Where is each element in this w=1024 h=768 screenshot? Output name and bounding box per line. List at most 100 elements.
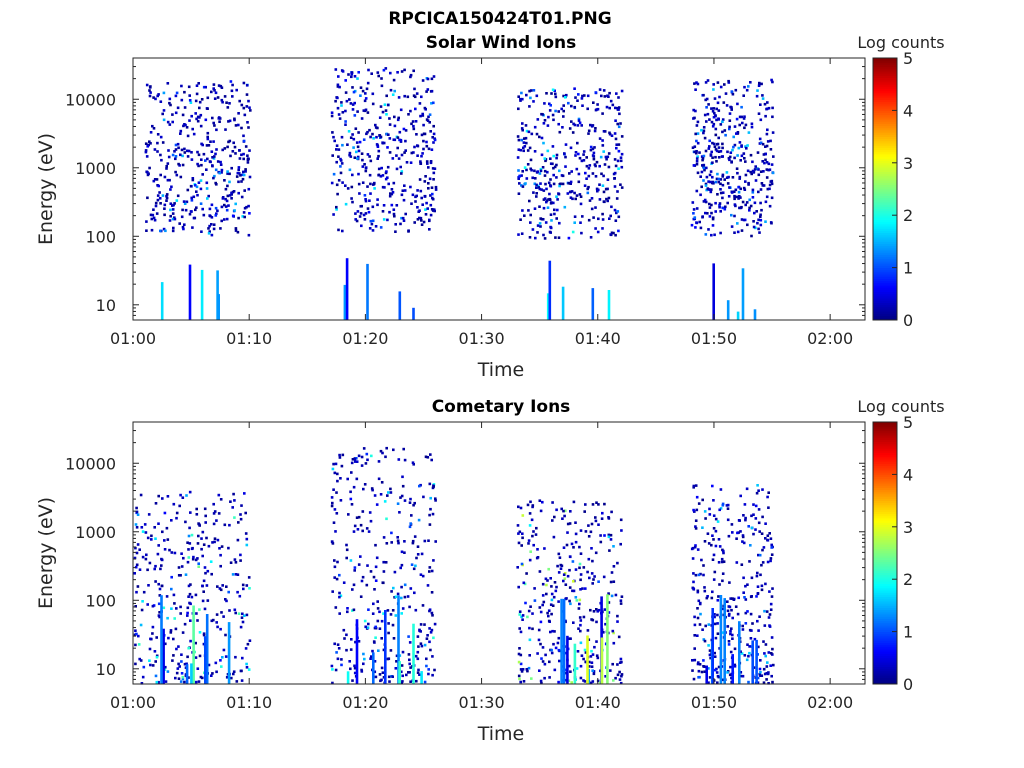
heatmap-cell <box>758 672 761 676</box>
heatmap-cell <box>156 94 159 98</box>
heatmap-cell <box>718 95 721 99</box>
heatmap-cell <box>764 643 768 646</box>
heatmap-cell <box>540 188 543 191</box>
colorbar-swatch <box>873 221 897 225</box>
heatmap-cell <box>711 216 715 219</box>
heatmap-cell <box>359 523 363 527</box>
heatmap-cell <box>620 152 624 156</box>
heatmap-cell <box>604 675 607 678</box>
heatmap-cell <box>695 207 699 210</box>
heatmap-cell <box>165 165 168 168</box>
heatmap-cell <box>736 131 740 134</box>
heatmap-cell <box>209 160 212 164</box>
heatmap-cell <box>374 225 378 228</box>
heatmap-cell <box>154 580 157 583</box>
heatmap-cell <box>410 514 413 517</box>
heatmap-cell <box>414 120 418 123</box>
heatmap-cell <box>735 117 739 121</box>
heatmap-cell <box>340 464 344 468</box>
heatmap-cell <box>183 622 187 626</box>
heatmap-cell <box>371 219 375 223</box>
heatmap-cell <box>762 170 765 173</box>
heatmap-cell <box>397 157 401 160</box>
heatmap-streak <box>420 671 423 684</box>
heatmap-cell <box>537 638 541 642</box>
heatmap-cell <box>523 166 527 169</box>
heatmap-cell <box>591 653 595 656</box>
heatmap-streak <box>711 608 714 684</box>
heatmap-cell <box>552 642 555 646</box>
heatmap-cell <box>751 191 755 194</box>
heatmap-cell <box>719 231 722 235</box>
heatmap-cell <box>180 98 184 102</box>
heatmap-cell <box>748 198 751 202</box>
heatmap-cell <box>580 124 583 127</box>
heatmap-cell <box>727 614 731 617</box>
heatmap-streak <box>355 619 359 684</box>
heatmap-cell <box>749 637 753 640</box>
heatmap-cell <box>753 637 757 641</box>
heatmap-cell <box>760 584 764 588</box>
heatmap-cell <box>719 488 723 491</box>
heatmap-cell <box>708 202 711 206</box>
heatmap-cell <box>568 172 571 175</box>
heatmap-cell <box>603 502 606 506</box>
heatmap-cell <box>236 538 240 542</box>
heatmap-cell <box>419 160 422 163</box>
heatmap-cell <box>519 630 523 634</box>
heatmap-cell <box>553 212 556 216</box>
heatmap-cell <box>433 209 436 213</box>
heatmap-cell <box>382 536 386 539</box>
heatmap-cell <box>242 134 245 138</box>
heatmap-cell <box>698 623 702 626</box>
heatmap-cell <box>575 194 579 197</box>
heatmap-cell <box>239 553 242 557</box>
heatmap-cell <box>342 581 346 584</box>
heatmap-cell <box>186 611 189 615</box>
heatmap-cell <box>156 198 160 202</box>
heatmap-cell <box>521 209 524 212</box>
heatmap-cell <box>414 564 417 568</box>
heatmap-cell <box>557 648 561 652</box>
heatmap-cell <box>160 158 163 162</box>
heatmap-cell <box>742 514 745 517</box>
heatmap-cell <box>156 150 159 153</box>
heatmap-cell <box>174 143 178 147</box>
heatmap-cell <box>582 679 585 682</box>
heatmap-cell <box>761 548 764 552</box>
heatmap-cell <box>693 615 696 619</box>
heatmap-cell <box>770 595 774 598</box>
heatmap-cell <box>604 622 607 626</box>
heatmap-cell <box>743 654 747 657</box>
heatmap-cell <box>216 538 220 542</box>
heatmap-cell <box>752 171 755 174</box>
heatmap-cell <box>173 216 176 219</box>
heatmap-cell <box>187 534 191 538</box>
heatmap-cell <box>708 173 712 177</box>
heatmap-cell <box>524 124 528 127</box>
heatmap-cell <box>433 138 437 142</box>
heatmap-cell <box>214 91 218 95</box>
heatmap-cell <box>743 503 747 506</box>
heatmap-cell <box>400 172 403 175</box>
heatmap-cell <box>387 182 390 186</box>
heatmap-cell <box>191 557 195 561</box>
heatmap-cell <box>584 503 587 506</box>
heatmap-cell <box>771 647 774 651</box>
heatmap-cell <box>767 616 771 619</box>
heatmap-cell <box>615 197 619 200</box>
heatmap-cell <box>393 89 396 93</box>
heatmap-cell <box>233 209 236 212</box>
heatmap-cell <box>159 567 162 571</box>
heatmap-cell <box>544 159 547 163</box>
heatmap-cell <box>576 99 579 102</box>
heatmap-cell <box>532 530 535 533</box>
heatmap-cell <box>594 206 597 209</box>
heatmap-cell <box>708 118 711 121</box>
colorbar-swatch <box>873 145 897 148</box>
heatmap-cell <box>204 159 207 162</box>
colorbar-swatch <box>873 293 897 297</box>
heatmap-cell <box>358 192 361 195</box>
heatmap-cell <box>146 145 149 148</box>
heatmap-cell <box>620 186 624 189</box>
